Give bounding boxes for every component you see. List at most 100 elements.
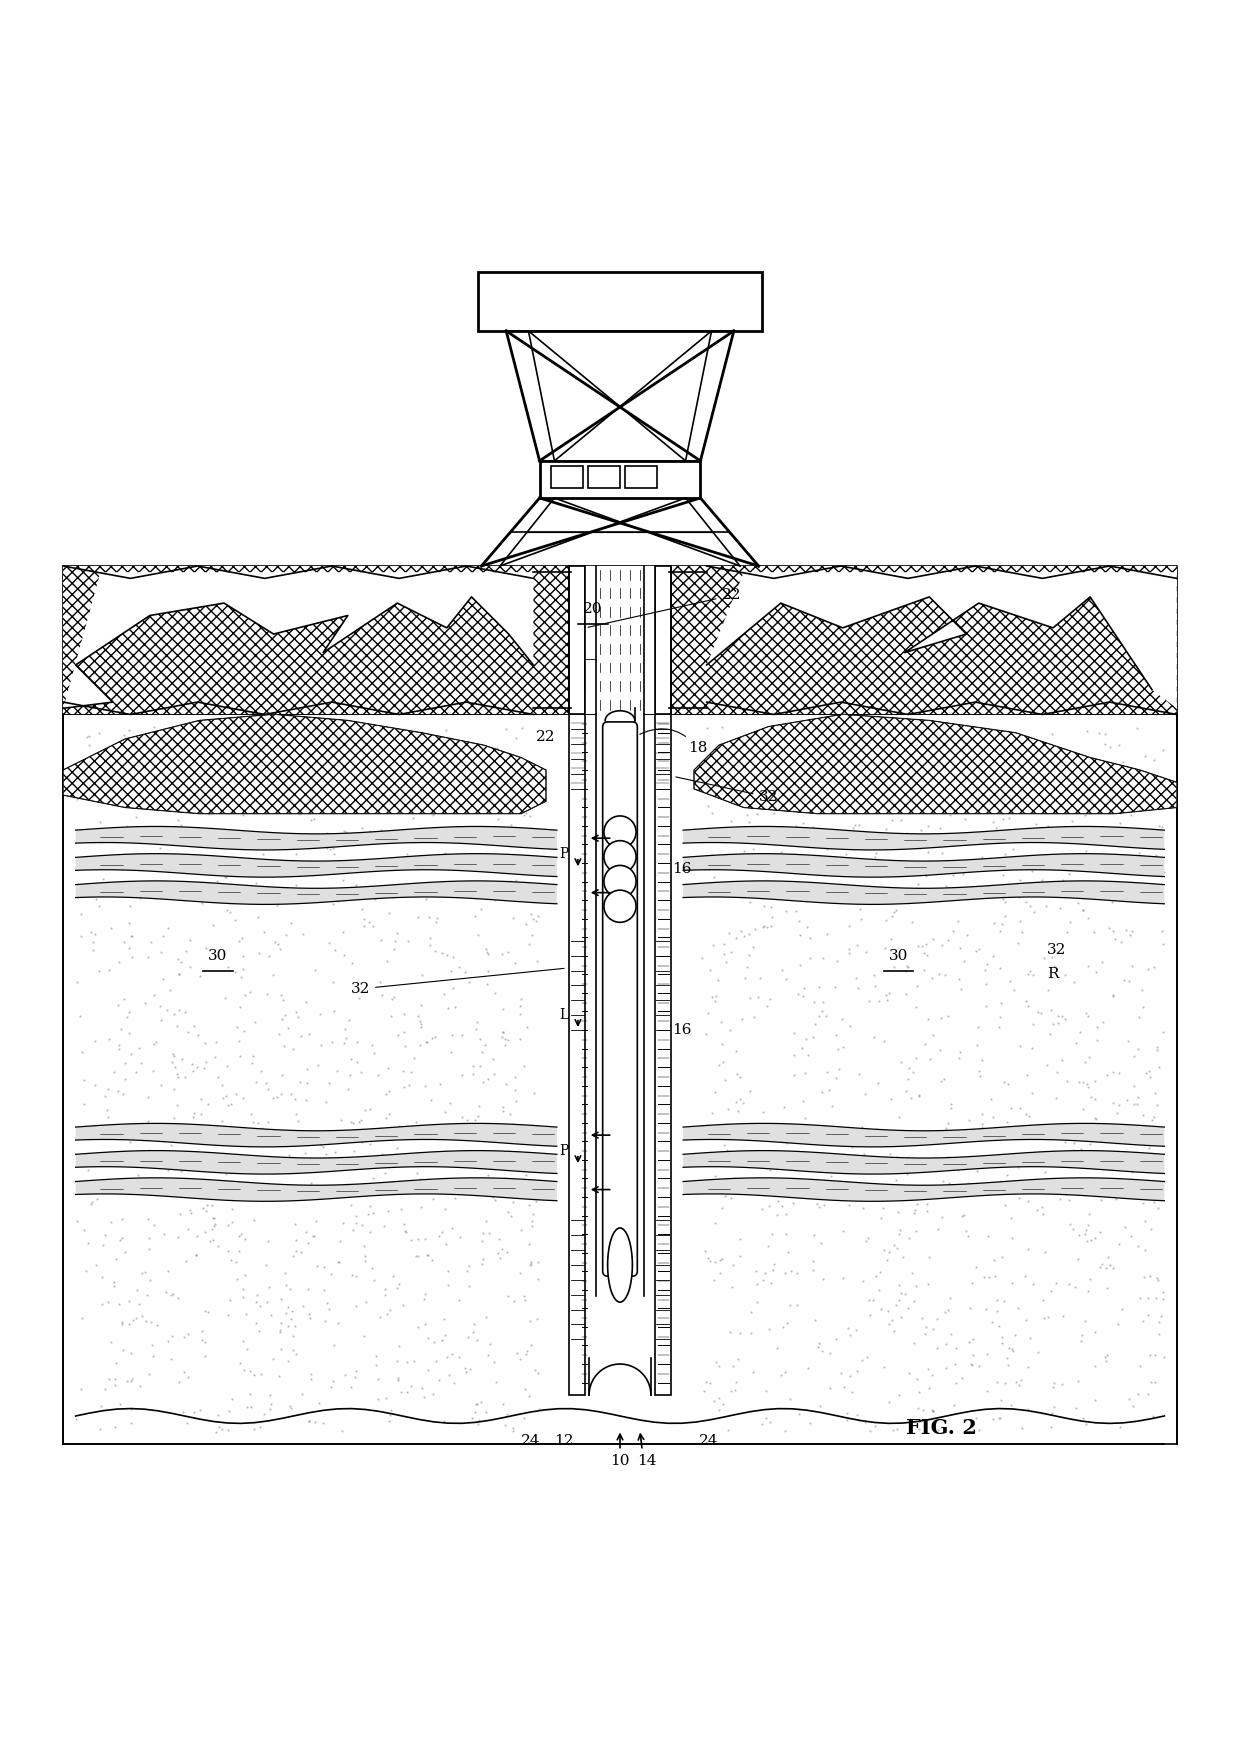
Point (312, 1409, 332, 1437)
Point (210, 936, 229, 964)
Point (966, 1252, 986, 1280)
Point (1097, 1061, 1117, 1090)
Point (341, 1109, 361, 1137)
Point (283, 1241, 303, 1269)
Point (300, 1305, 320, 1333)
Point (1033, 1194, 1053, 1222)
Point (513, 1282, 533, 1310)
Point (1136, 1206, 1156, 1234)
Point (428, 1174, 448, 1202)
Point (915, 1320, 935, 1349)
Point (119, 998, 139, 1026)
Point (389, 1333, 409, 1361)
Point (379, 1296, 399, 1324)
Point (936, 1114, 956, 1142)
Point (506, 866, 526, 894)
Point (372, 1141, 392, 1169)
Point (508, 829, 528, 857)
Point (138, 1206, 157, 1234)
Point (408, 1001, 428, 1030)
Point (1019, 892, 1039, 920)
Point (897, 818, 916, 846)
Point (1085, 1086, 1105, 1114)
Point (396, 1112, 415, 1141)
Point (306, 1208, 326, 1236)
Point (967, 1157, 987, 1185)
Point (1011, 908, 1030, 936)
Point (293, 1292, 312, 1320)
Point (449, 952, 469, 980)
Point (501, 1202, 521, 1231)
Point (301, 1365, 321, 1393)
Point (505, 1287, 525, 1315)
Point (748, 748, 768, 776)
Point (733, 1137, 753, 1165)
Point (248, 903, 268, 931)
Point (79, 723, 99, 751)
Point (285, 1236, 305, 1264)
Point (866, 1262, 885, 1291)
Point (329, 1248, 348, 1276)
PathPatch shape (63, 714, 546, 813)
Point (495, 1167, 515, 1195)
Point (310, 777, 330, 806)
Point (1071, 1167, 1091, 1195)
Point (985, 822, 1004, 850)
Point (887, 896, 906, 924)
Point (755, 844, 775, 873)
Point (357, 1199, 377, 1227)
Point (477, 1065, 497, 1093)
Point (365, 885, 384, 913)
Point (99, 1365, 119, 1393)
Point (698, 1243, 718, 1271)
Point (1075, 1409, 1095, 1437)
Point (945, 723, 965, 751)
Point (130, 885, 150, 913)
Point (1135, 1236, 1154, 1264)
Point (1033, 866, 1053, 894)
Point (122, 1368, 141, 1396)
Point (1035, 853, 1055, 882)
Point (374, 763, 394, 792)
Point (166, 1053, 186, 1081)
Point (366, 1342, 386, 1370)
Point (737, 1149, 756, 1178)
Point (413, 772, 433, 800)
Point (1014, 746, 1034, 774)
Point (114, 721, 134, 749)
Point (170, 1201, 190, 1229)
Point (321, 1373, 341, 1402)
Point (169, 961, 188, 989)
Point (821, 1171, 841, 1199)
Point (329, 882, 348, 910)
Point (714, 929, 734, 957)
Point (337, 1171, 357, 1199)
Point (330, 1227, 350, 1255)
Point (112, 1310, 131, 1338)
Point (961, 1120, 981, 1148)
Point (388, 1366, 408, 1395)
Point (281, 1079, 301, 1107)
Point (858, 1125, 878, 1153)
Point (439, 770, 459, 799)
Point (444, 1370, 464, 1398)
Point (873, 827, 893, 855)
Point (1114, 748, 1133, 776)
Point (526, 906, 546, 934)
Point (1055, 961, 1075, 989)
Point (942, 917, 962, 945)
Point (289, 800, 309, 829)
Point (913, 774, 932, 802)
Point (728, 1345, 748, 1373)
Point (1001, 748, 1021, 776)
Point (847, 931, 867, 959)
Point (166, 1060, 186, 1088)
Point (260, 1301, 280, 1329)
Point (71, 922, 91, 950)
Point (816, 1001, 836, 1030)
Point (300, 758, 320, 786)
Point (485, 1186, 505, 1215)
Point (528, 1359, 548, 1387)
Text: 16: 16 (672, 1023, 692, 1037)
Point (866, 843, 885, 871)
